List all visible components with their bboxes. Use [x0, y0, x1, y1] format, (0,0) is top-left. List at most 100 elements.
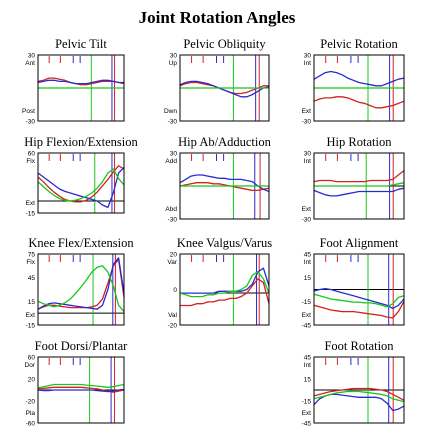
panel-title: Foot Dorsi/Plantar	[35, 339, 129, 353]
tick-label: 15	[304, 377, 312, 384]
panel-3: Hip Flexion/Extension 60 -15 Flx Ext	[24, 135, 138, 218]
series-line-1	[313, 70, 405, 87]
panel-title: Pelvic Obliquity	[183, 37, 266, 51]
tick-label: -15	[302, 299, 312, 306]
tick-label: -45	[302, 421, 312, 428]
tick-label: -15	[302, 399, 312, 406]
plot-frame	[313, 356, 405, 424]
direction-label-top: Ant	[25, 60, 35, 67]
series-line-2	[313, 390, 405, 403]
direction-label-top: Dor	[25, 362, 36, 369]
tick-label: 30	[170, 53, 178, 60]
tick-label: -20	[26, 399, 36, 406]
series-line-1	[313, 187, 405, 197]
tick-label: -30	[302, 217, 312, 224]
series-line-2	[37, 265, 125, 313]
panel-title: Pelvic Rotation	[320, 37, 398, 51]
tick-label: 0	[173, 287, 177, 294]
tick-label: -30	[168, 217, 178, 224]
tick-label: -30	[302, 119, 312, 126]
panel-title: Knee Valgus/Varus	[177, 236, 272, 250]
series-line-1	[313, 393, 405, 412]
panel-6: Knee Flex/Extension 75 45 15 -15 Flx Ext	[26, 236, 135, 330]
series-line-0	[313, 300, 405, 319]
panel-8: Foot Alignment 45 15 -15 -45 Int Ext	[302, 236, 405, 330]
direction-label-top: Int	[304, 362, 311, 369]
direction-label-bottom: Ext	[302, 206, 312, 213]
panel-5: Hip Rotation 30 -30 Int Ext	[302, 135, 405, 224]
series-line-0	[180, 278, 270, 307]
direction-label-bottom: Dwn	[164, 108, 177, 115]
panel-title: Hip Flexion/Extension	[24, 135, 138, 149]
panel-title: Foot Alignment	[320, 236, 399, 250]
direction-label-bottom: Post	[22, 108, 35, 115]
series-line-0	[313, 170, 405, 183]
tick-label: -30	[26, 119, 36, 126]
panel-9: Foot Dorsi/Plantar 60 20 -20 -60 Dor Pla	[25, 339, 129, 428]
tick-label: -45	[302, 323, 312, 330]
tick-label: 60	[28, 355, 36, 362]
series-line-1	[37, 166, 125, 209]
plot-frame	[179, 152, 270, 220]
tick-label: 45	[304, 355, 312, 362]
panel-1: Pelvic Obliquity 30 -30 Up Dwn	[164, 37, 270, 126]
panel-title: Pelvic Tilt	[55, 37, 107, 51]
series-line-0	[179, 182, 270, 192]
direction-label-bottom: Ext	[302, 108, 312, 115]
tick-label: 15	[304, 275, 312, 282]
series-line-2	[313, 293, 405, 308]
series-line-0	[313, 96, 405, 109]
tick-label: -15	[26, 323, 36, 330]
series-line-1	[37, 257, 125, 310]
tick-label: 30	[170, 151, 178, 158]
panel-0: Pelvic Tilt 30 -30 Ant Post	[22, 37, 125, 126]
figure-title: Joint Rotation Angles	[138, 8, 296, 27]
series-line-0	[37, 77, 125, 86]
tick-label: 30	[304, 151, 312, 158]
tick-label: 30	[304, 53, 312, 60]
direction-label-bottom: Val	[168, 312, 177, 319]
plot-frame	[313, 54, 405, 122]
tick-label: 60	[28, 151, 36, 158]
panel-title: Foot Rotation	[324, 339, 394, 353]
tick-label: 45	[304, 252, 312, 259]
panel-title: Hip Rotation	[327, 135, 393, 149]
direction-label-top: Flx	[26, 259, 35, 266]
tick-label: 45	[28, 275, 36, 282]
series-line-0	[313, 387, 405, 401]
plot-frame	[37, 152, 125, 214]
direction-label-bottom: Ext	[26, 312, 36, 319]
direction-label-top: Flx	[26, 158, 35, 165]
series-line-1	[37, 79, 124, 85]
plot-frame	[313, 253, 405, 326]
direction-label-bottom: Pla	[26, 410, 36, 417]
series-line-0	[37, 258, 125, 310]
series-line-1	[37, 388, 125, 393]
direction-label-top: Add	[165, 158, 177, 165]
series-line-2	[37, 383, 125, 389]
series-line-0	[37, 165, 125, 203]
panel-10: Foot Rotation 45 15 -15 -45 Int Ext	[302, 339, 405, 428]
tick-label: -60	[26, 421, 36, 428]
direction-label-top: Int	[304, 60, 311, 67]
tick-label: -15	[26, 211, 36, 218]
direction-label-top: Int	[304, 259, 311, 266]
direction-label-bottom: Abd	[165, 206, 177, 213]
direction-label-top: Var	[167, 259, 177, 266]
tick-label: 20	[170, 252, 178, 259]
series-line-1	[179, 80, 270, 98]
plot-frame	[179, 253, 270, 326]
series-line-2	[37, 168, 125, 202]
panel-7: Knee Valgus/Varus 20 0 -20 Var Val	[167, 236, 272, 330]
plot-frame	[37, 356, 125, 424]
plot-frame	[37, 54, 125, 122]
tick-label: 30	[28, 53, 36, 60]
series-line-2	[314, 182, 405, 187]
panel-title: Knee Flex/Extension	[28, 236, 134, 250]
series-line-1	[180, 267, 270, 294]
plot-frame	[179, 54, 270, 122]
tick-label: 75	[28, 252, 36, 259]
direction-label-bottom: Ext	[302, 410, 312, 417]
